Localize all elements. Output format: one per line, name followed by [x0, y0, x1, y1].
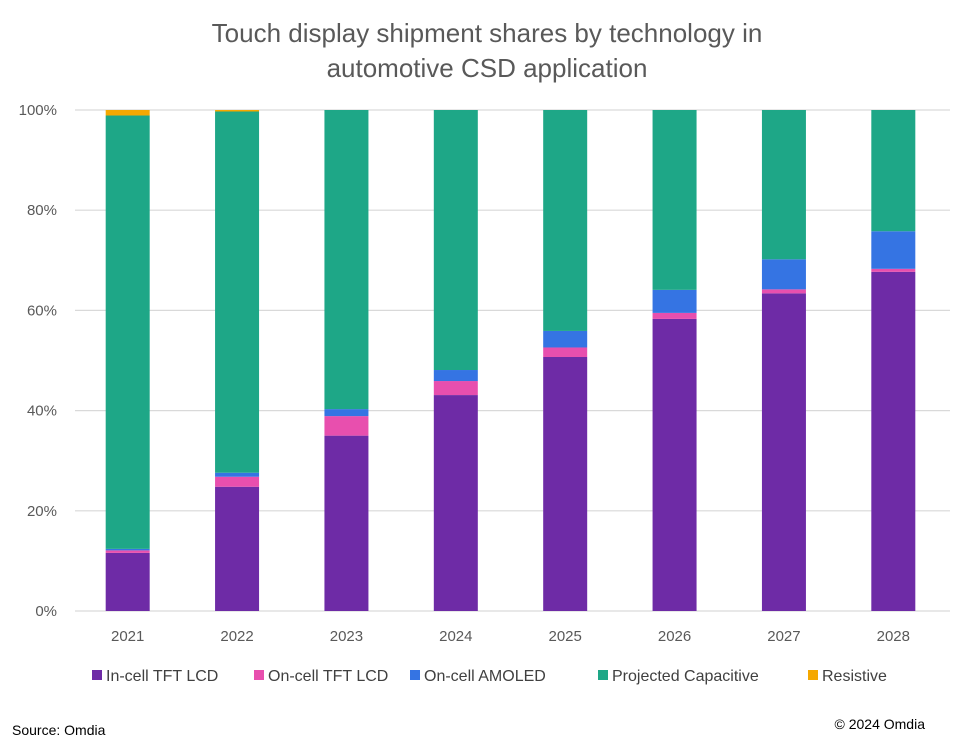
x-tick-label: 2027 — [767, 628, 800, 645]
bar-segment-in-cell-tft-lcd — [543, 356, 588, 611]
y-tick-label: 80% — [27, 202, 57, 219]
x-tick-label: 2022 — [220, 628, 253, 645]
bar-segment-in-cell-tft-lcd — [871, 271, 916, 611]
y-tick-label: 0% — [35, 603, 57, 620]
legend-label: On-cell TFT LCD — [268, 668, 388, 685]
x-tick-label: 2025 — [549, 628, 582, 645]
bar-segment-projected-capacitive — [105, 115, 150, 549]
bar-segment-in-cell-tft-lcd — [433, 395, 478, 611]
y-tick-label: 20% — [27, 503, 57, 520]
bar-segment-on-cell-amoled — [215, 472, 260, 477]
legend-swatch — [808, 670, 818, 680]
legend-label: In-cell TFT LCD — [106, 668, 218, 685]
bar-segment-on-cell-amoled — [652, 289, 697, 313]
chart-title-line-2: automotive CSD application — [327, 53, 648, 83]
x-tick-label: 2028 — [877, 628, 910, 645]
bar-segment-on-cell-tft-lcd — [215, 476, 260, 487]
bar-segment-projected-capacitive — [433, 110, 478, 371]
legend-swatch — [598, 670, 608, 680]
bar-segment-projected-capacitive — [324, 110, 369, 410]
bar-segment-in-cell-tft-lcd — [324, 435, 369, 611]
legend-item: On-cell AMOLED — [410, 668, 546, 685]
bar-segment-in-cell-tft-lcd — [761, 293, 806, 611]
bar-segment-on-cell-tft-lcd — [761, 289, 806, 294]
bar-segment-on-cell-tft-lcd — [433, 381, 478, 396]
bar-segment-in-cell-tft-lcd — [105, 552, 150, 611]
bar-segment-on-cell-tft-lcd — [871, 268, 916, 272]
legend-item: On-cell TFT LCD — [254, 668, 388, 685]
legend-swatch — [254, 670, 264, 680]
chart-title-line-1: Touch display shipment shares by technol… — [212, 18, 763, 48]
bar-segment-on-cell-amoled — [105, 548, 150, 551]
bar-segment-projected-capacitive — [871, 110, 916, 232]
bar-segment-on-cell-amoled — [543, 330, 588, 348]
bar-segment-on-cell-tft-lcd — [324, 416, 369, 436]
source-note: Source: Omdia — [12, 722, 106, 738]
x-tick-label: 2026 — [658, 628, 691, 645]
y-tick-label: 60% — [27, 302, 57, 319]
bar-segment-resistive — [105, 110, 150, 116]
bar-segment-projected-capacitive — [652, 110, 697, 290]
legend-swatch — [410, 670, 420, 680]
bar-segment-on-cell-amoled — [324, 409, 369, 417]
legend-item: Projected Capacitive — [598, 668, 759, 685]
legend-swatch — [92, 670, 102, 680]
x-tick-label: 2024 — [439, 628, 472, 645]
bar-segment-on-cell-amoled — [871, 231, 916, 269]
x-tick-label: 2023 — [330, 628, 363, 645]
bar-segment-on-cell-tft-lcd — [105, 550, 150, 553]
legend-label: Resistive — [822, 668, 887, 685]
bar-segment-projected-capacitive — [761, 110, 806, 260]
x-tick-label: 2021 — [111, 628, 144, 645]
bar-segment-on-cell-tft-lcd — [652, 312, 697, 319]
bar-segment-on-cell-amoled — [433, 370, 478, 382]
copyright-note: © 2024 Omdia — [834, 716, 925, 732]
bar-segment-on-cell-amoled — [761, 259, 806, 290]
y-tick-label: 40% — [27, 403, 57, 420]
bar-segment-in-cell-tft-lcd — [215, 486, 260, 611]
y-tick-label: 100% — [19, 102, 57, 119]
legend-label: Projected Capacitive — [612, 668, 759, 685]
bar-segment-projected-capacitive — [543, 110, 588, 331]
bar-segment-resistive — [215, 110, 260, 112]
bar-segment-in-cell-tft-lcd — [652, 318, 697, 611]
legend-label: On-cell AMOLED — [424, 668, 546, 685]
bar-segment-projected-capacitive — [215, 111, 260, 473]
legend-item: In-cell TFT LCD — [92, 668, 218, 685]
bar-segment-on-cell-tft-lcd — [543, 347, 588, 357]
legend-item: Resistive — [808, 668, 887, 685]
